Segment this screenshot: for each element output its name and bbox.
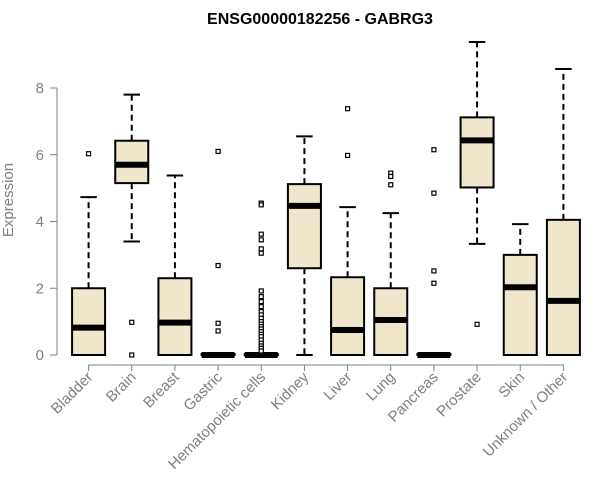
- box-kidney: [286, 135, 322, 356]
- outlier-point: [388, 173, 394, 180]
- chart-title: ENSG00000182256 - GABRG3: [207, 11, 433, 28]
- y-axis: 0 2 4 6 8: [36, 80, 58, 364]
- x-tick-label: Lung: [363, 369, 399, 405]
- iqr-box: [330, 276, 366, 356]
- outlier-point: [474, 321, 480, 327]
- box-bladder: [71, 151, 107, 356]
- outlier-point: [258, 288, 264, 294]
- outlier-point: [344, 106, 351, 112]
- outlier-point: [258, 237, 264, 243]
- iqr-box: [459, 116, 495, 189]
- outlier-point: [215, 328, 221, 334]
- iqr-box: [545, 218, 581, 356]
- x-tick-label: Bladder: [48, 369, 97, 418]
- box-hematopoietic-cells: [243, 200, 279, 358]
- box-unknown-other: [545, 67, 581, 356]
- outlier-point: [258, 202, 264, 208]
- outlier-point: [129, 319, 135, 325]
- x-tick-label: Prostate: [433, 369, 485, 421]
- x-tick-label: Liver: [320, 369, 355, 404]
- box-breast: [157, 174, 193, 356]
- outlier-point: [258, 304, 264, 310]
- outlier-point: [388, 182, 394, 188]
- outlier-point: [215, 320, 221, 326]
- y-axis-label: Expression: [0, 163, 17, 237]
- iqr-box: [71, 287, 107, 356]
- iqr-box: [502, 253, 538, 356]
- outlier-point: [431, 147, 437, 153]
- y-tick-label: 2: [36, 280, 44, 297]
- outlier-point: [258, 250, 264, 256]
- boxes-group: [71, 40, 581, 358]
- box-pancreas: [416, 147, 452, 358]
- outlier-point: [431, 268, 437, 274]
- x-tick-label: Skin: [495, 369, 528, 402]
- box-liver: [330, 106, 366, 356]
- outlier-point: [85, 151, 92, 157]
- box-lung: [373, 170, 409, 356]
- y-tick-label: 6: [36, 147, 44, 164]
- outlier-point: [258, 246, 264, 252]
- box-gastric: [200, 148, 236, 358]
- box-brain: [114, 93, 150, 358]
- x-tick-label: Breast: [140, 368, 183, 411]
- iqr-box: [286, 183, 322, 270]
- outlier-point: [344, 152, 351, 159]
- outlier-point: [258, 231, 264, 237]
- x-tick-label: Brain: [103, 369, 140, 406]
- x-tick-label: Kidney: [268, 368, 313, 413]
- y-tick-label: 4: [36, 214, 44, 231]
- outlier-point: [215, 262, 221, 269]
- y-tick-label: 8: [36, 80, 44, 97]
- outlier-point: [215, 148, 221, 155]
- outlier-point: [258, 293, 264, 300]
- box-skin: [502, 223, 538, 356]
- iqr-box: [157, 277, 193, 356]
- outlier-point: [258, 348, 264, 354]
- outlier-point: [431, 190, 437, 196]
- y-tick-label: 0: [36, 347, 44, 364]
- outlier-point: [258, 299, 264, 305]
- outlier-point: [431, 280, 437, 286]
- box-prostate: [459, 40, 495, 327]
- outlier-point: [129, 352, 135, 358]
